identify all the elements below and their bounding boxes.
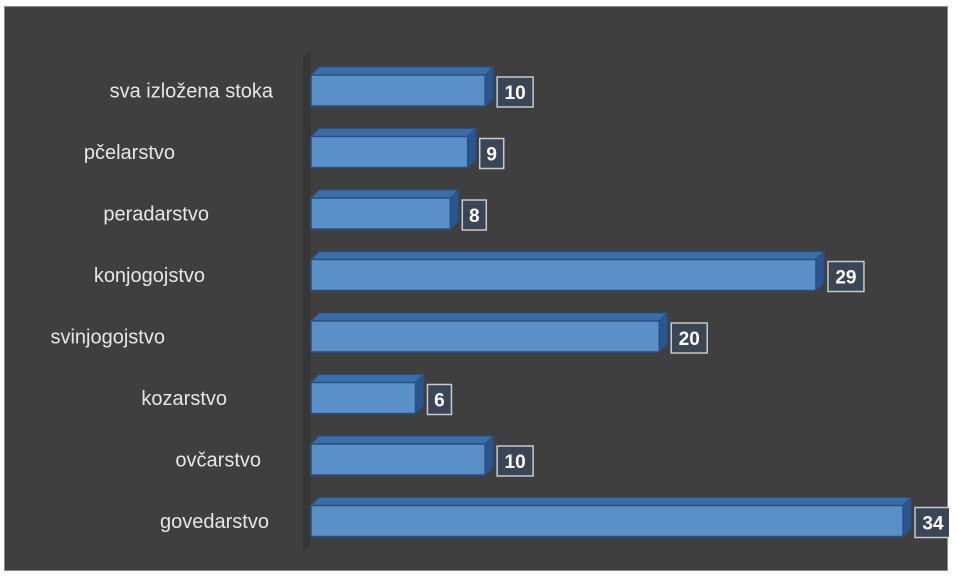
bar-1 (309, 127, 477, 169)
bar-front-face (310, 74, 486, 107)
value-labels: 10 9 8 29 20 6 10 34 (426, 76, 949, 539)
value-label: 34 (922, 514, 944, 535)
category-label: svinjogojstvo (50, 327, 165, 349)
value-label: 6 (434, 391, 445, 412)
axis-wall (303, 49, 311, 553)
bar-top-face (309, 435, 495, 445)
category-label: pčelarstvo (84, 142, 175, 164)
bar-3 (309, 250, 826, 292)
category-label: konjogojstvo (94, 265, 205, 287)
value-label-box (496, 76, 534, 108)
bar-top-face (309, 497, 913, 506)
bar-chart: sva izložena stoka pčelarstvo peradarstvo k… (50, 49, 949, 553)
bar-top-face (309, 312, 669, 322)
value-label-box (461, 199, 488, 231)
bar-6 (309, 434, 495, 477)
value-label-box (827, 260, 865, 293)
value-label-box (670, 322, 708, 354)
value-label: 9 (486, 145, 497, 166)
category-label: peradarstvo (103, 204, 209, 226)
category-label: ovčarstvo (175, 450, 261, 472)
value-label: 8 (469, 206, 480, 227)
bar-front-face (310, 504, 904, 538)
bar-front-face (310, 197, 452, 230)
category-label: govedarstvo (160, 511, 269, 533)
value-label-box (426, 383, 453, 416)
bar-top-face (309, 189, 460, 199)
bar-top-face (309, 374, 425, 383)
bar-4 (309, 311, 669, 354)
value-label-box (496, 445, 534, 477)
bar-0 (309, 65, 495, 108)
value-label-box (478, 137, 505, 170)
value-label: 20 (679, 329, 700, 350)
bar-top-face (309, 128, 477, 137)
bar-2 (309, 188, 460, 231)
bar-front-face (310, 258, 817, 292)
category-label: sva izložena stoka (110, 81, 274, 103)
bar-front-face (310, 381, 417, 415)
bar-7 (309, 496, 913, 538)
bar-top-face (309, 66, 495, 76)
value-label: 29 (835, 268, 856, 289)
chart-wall (303, 49, 311, 553)
bar-front-face (310, 320, 660, 353)
bar-front-face (310, 443, 486, 476)
value-label-box (914, 506, 949, 539)
category-labels: sva izložena stoka pčelarstvo peradarstvo k… (50, 81, 273, 534)
value-label: 10 (505, 83, 526, 104)
bar-5 (309, 373, 425, 415)
bar-front-face (310, 135, 469, 169)
bar-top-face (309, 251, 826, 260)
bars-group (309, 65, 913, 538)
value-label: 10 (505, 452, 526, 473)
chart-area: sva izložena stoka pčelarstvo peradarstvo k… (4, 6, 949, 571)
category-label: kozarstvo (141, 388, 227, 410)
